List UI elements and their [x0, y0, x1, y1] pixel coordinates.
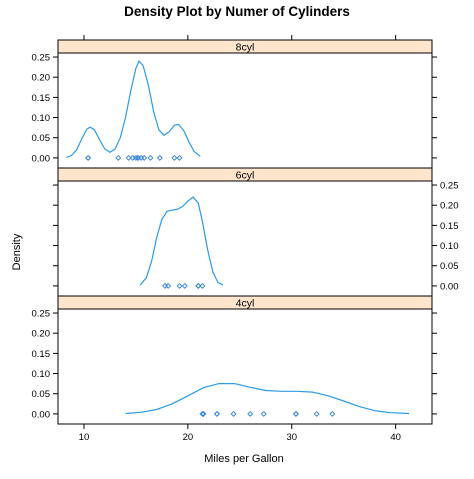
y-tick-label: 0.15	[32, 93, 51, 104]
rug-point	[200, 410, 207, 417]
rug-point	[156, 154, 163, 161]
rug-point	[138, 154, 145, 161]
rug-point	[147, 154, 154, 161]
y-tick-label: 0.00	[32, 153, 51, 164]
y-tick-label: 0.10	[32, 369, 51, 380]
rug-point	[292, 410, 299, 417]
density-curve-8cyl	[66, 59, 201, 159]
y-tick-label: 0.05	[32, 133, 51, 144]
strip-label: 6cyl	[236, 170, 255, 182]
rug-point	[230, 410, 237, 417]
rug-point	[141, 154, 148, 161]
rug-point	[292, 410, 299, 417]
rug-point	[199, 282, 206, 289]
x-axis: 10 20 30 40	[79, 35, 401, 443]
y-tick-label: 0.25	[32, 309, 51, 320]
rug-point	[171, 154, 178, 161]
y-tick-label: 0.25	[32, 53, 51, 64]
rug-point	[132, 154, 139, 161]
x-tick-label: 30	[286, 432, 297, 443]
x-axis-label: Miles per Gallon	[204, 453, 283, 465]
rug-point	[176, 154, 183, 161]
y-tick-label: 0.05	[32, 389, 51, 400]
rug-point	[260, 410, 267, 417]
panel-4cyl: 4cyl 0.00 0.05 0.10 0.15 0.20 0.25	[32, 295, 437, 425]
y-tick-label: 0.10	[32, 113, 51, 124]
strip-label: 8cyl	[236, 42, 255, 54]
rug-point	[195, 282, 202, 289]
x-tick-label: 10	[79, 432, 90, 443]
rug-point	[313, 410, 320, 417]
rug-point	[181, 282, 188, 289]
chart-title: Density Plot by Numer of Cylinders	[124, 4, 350, 19]
strip-label: 4cyl	[236, 298, 255, 310]
rug-point	[162, 282, 168, 289]
x-tick-label: 40	[390, 432, 401, 443]
x-tick-label: 20	[183, 432, 194, 443]
panel-frame	[57, 180, 433, 297]
rug-point	[165, 282, 172, 289]
panel-6cyl: 6cyl 0.00 0.05 0.10 0.15 0.20 0.25	[53, 167, 459, 297]
panels-layer: 8cyl 0.00 0.05 0.10 0.15 0.20 0.25 6cyl 0.00 0.05…	[32, 39, 459, 425]
density-curve-6cyl	[139, 196, 224, 286]
panel-frame	[57, 52, 433, 169]
y-tick-label: 0.00	[32, 409, 51, 420]
y-tick-label: 0.20	[32, 329, 51, 340]
rug-point	[199, 410, 206, 417]
rug-point	[85, 154, 92, 161]
panel-frame	[57, 308, 433, 425]
rug-point	[176, 282, 183, 289]
rug-point	[115, 154, 122, 161]
y-tick-label: 0.00	[440, 281, 459, 292]
y-tick-label: 0.15	[32, 349, 51, 360]
y-tick-label: 0.05	[440, 261, 459, 272]
rug-point	[214, 410, 220, 417]
y-axis-label: Density	[11, 233, 23, 270]
rug-point	[125, 154, 132, 161]
rug-point	[214, 410, 220, 417]
density-curve-4cyl	[125, 383, 410, 415]
panel-8cyl: 8cyl 0.00 0.05 0.10 0.15 0.20 0.25	[32, 39, 437, 169]
y-tick-label: 0.10	[440, 241, 459, 252]
y-tick-label: 0.20	[440, 201, 459, 212]
rug-point	[85, 154, 92, 161]
y-tick-label: 0.20	[32, 73, 51, 84]
rug-point	[247, 410, 254, 417]
rug-point	[329, 410, 336, 417]
y-tick-label: 0.25	[440, 181, 459, 192]
y-tick-label: 0.15	[440, 221, 459, 232]
